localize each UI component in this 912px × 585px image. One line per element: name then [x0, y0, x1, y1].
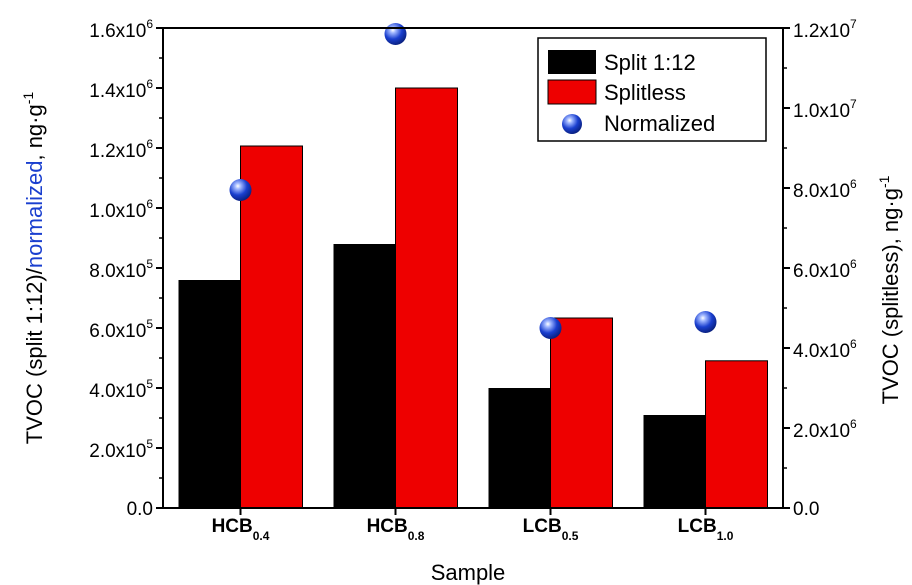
y-left-tick-label-4: 8.0x105	[89, 257, 153, 282]
legend-marker-normalized	[562, 114, 582, 134]
y-left-tick-label-0: 0.0	[127, 499, 153, 520]
y-right-tick-label-4: 8.0x106	[793, 177, 857, 202]
x-tick-label-3: LCB1.0	[678, 516, 734, 543]
point-normalized-3	[694, 311, 717, 333]
x-tick-label-0: HCB0.4	[212, 516, 270, 543]
legend-swatch-split	[548, 50, 596, 74]
bar-splitless-3	[705, 360, 768, 509]
y-left-tick-label-6: 1.2x106	[89, 137, 153, 162]
y-left-tick-label-1: 2.0x105	[89, 437, 153, 462]
y-right-tick-label-6: 1.2x107	[793, 17, 857, 42]
y-left-title-part1: TVOC (split 1:12)/	[22, 267, 47, 444]
x-tick-label-2: LCB0.5	[523, 516, 579, 543]
y-right-tick-label-3: 6.0x106	[793, 257, 857, 282]
bar-split-3	[643, 415, 706, 508]
y-left-tick-label-5: 1.0x106	[89, 197, 153, 222]
point-normalized-0	[229, 179, 252, 201]
y-axis-left-title: TVOC (split 1:12)/normalized, ng·g-1	[20, 92, 47, 445]
legend-label-normalized: Normalized	[604, 111, 715, 136]
bar-splitless-2	[550, 317, 613, 509]
y-right-title-part1: TVOC (splitless), ng·g	[878, 188, 903, 404]
y-left-tick-label-3: 6.0x105	[89, 317, 153, 342]
x-axis-title: Sample	[431, 560, 506, 585]
legend-label-splitless: Splitless	[604, 80, 686, 105]
y-left-tick-label-2: 4.0x105	[89, 377, 153, 402]
y-right-title-sup: -1	[876, 175, 892, 188]
bar-split-0	[178, 280, 241, 508]
ticks-layer	[156, 27, 790, 515]
bar-split-1	[333, 244, 396, 508]
bar-splitless-1	[395, 87, 458, 509]
y-left-title-part3: , ng·g	[22, 104, 47, 160]
point-normalized-1	[384, 23, 407, 45]
legend-swatch-splitless	[547, 79, 597, 105]
y-left-title-part2: normalized	[22, 161, 47, 269]
x-tick-label-1: HCB0.8	[367, 516, 425, 543]
point-normalized-2	[539, 317, 562, 339]
labels-layer: HCB0.4 HCB0.8 LCB0.5 LCB1.0 0.0 2.0x105 4.0x10…	[89, 17, 857, 543]
bar-split-2	[488, 388, 551, 508]
y-right-tick-label-1: 2.0x106	[793, 417, 857, 442]
bar-splitless-0	[240, 145, 303, 509]
legend-label-split: Split 1:12	[604, 50, 696, 75]
y-left-title-sup: -1	[20, 92, 36, 105]
y-right-tick-label-5: 1.0x107	[793, 97, 857, 122]
y-axis-right-title: TVOC (splitless), ng·g-1	[876, 175, 903, 404]
y-left-tick-label-7: 1.4x106	[89, 77, 153, 102]
y-right-tick-label-2: 4.0x106	[793, 337, 857, 362]
y-left-tick-label-8: 1.6x106	[89, 17, 153, 42]
y-right-tick-label-0: 0.0	[793, 499, 819, 520]
bars-layer	[178, 87, 768, 509]
legend: Split 1:12 Splitless Normalized	[537, 37, 767, 142]
